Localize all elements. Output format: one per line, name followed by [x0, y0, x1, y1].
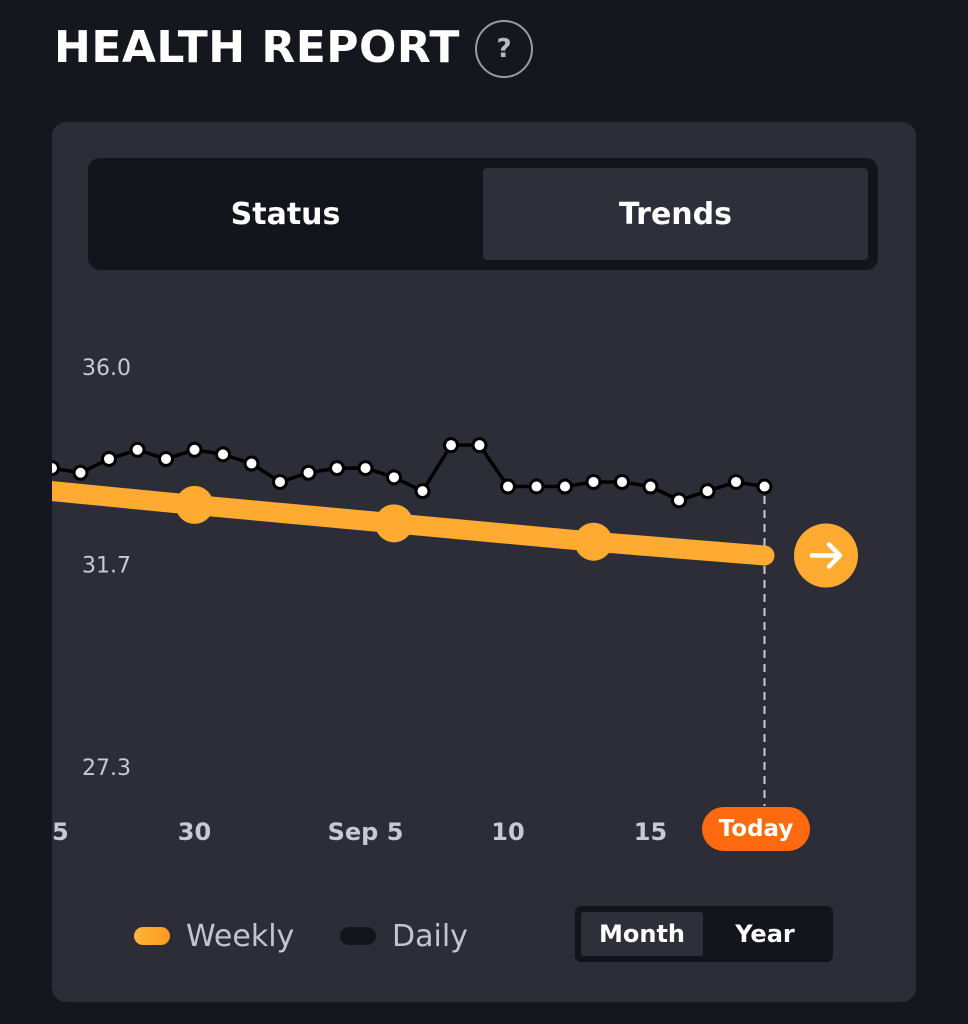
daily-point [500, 478, 516, 495]
range-month-button[interactable]: Month [581, 912, 703, 956]
daily-point [158, 450, 174, 467]
page-title: HEALTH REPORT [54, 22, 460, 73]
y-tick-label: 27.3 [82, 756, 131, 781]
health-report-card: Status Trends 36.0 31.7 27.3 25 30 Sep 5 10 15… [52, 122, 916, 1002]
forecast-arrow-button[interactable] [794, 523, 858, 588]
range-year-button[interactable]: Year [735, 920, 795, 948]
daily-point [272, 473, 288, 490]
daily-point [471, 437, 488, 454]
daily-point [414, 483, 431, 500]
x-tick-label: 30 [178, 818, 211, 846]
tab-trends[interactable]: Trends [483, 168, 868, 260]
legend-daily: Daily [340, 914, 468, 958]
daily-point [52, 460, 60, 477]
daily-point [215, 446, 231, 463]
x-tick-label: Sep 5 [328, 818, 404, 846]
daily-point [186, 441, 203, 458]
daily-point [642, 478, 659, 495]
daily-point [614, 473, 630, 490]
today-badge[interactable]: Today [702, 807, 810, 851]
legend-weekly: Weekly [134, 914, 294, 958]
daily-point [756, 478, 773, 495]
legend-weekly-label: Weekly [186, 918, 295, 954]
weekly-swatch [134, 927, 170, 945]
help-icon[interactable]: ? [475, 20, 533, 78]
daily-point [728, 473, 744, 490]
trend-chart: 36.0 31.7 27.3 25 30 Sep 5 10 15 [52, 356, 858, 846]
range-toggle: Month Year [575, 906, 833, 962]
y-tick-label: 31.7 [82, 554, 131, 579]
y-tick-label: 36.0 [82, 356, 131, 381]
daily-point [699, 483, 716, 500]
daily-point [557, 478, 573, 495]
daily-point [300, 464, 317, 481]
daily-point [101, 450, 117, 467]
daily-point [357, 460, 374, 477]
view-tabs: Status Trends [88, 158, 878, 270]
daily-point [386, 469, 402, 486]
x-tick-label: 25 [52, 818, 69, 846]
arrow-right-icon [809, 542, 843, 569]
daily-point [443, 437, 459, 454]
daily-point [329, 460, 345, 477]
daily-point [72, 464, 89, 481]
daily-point [528, 478, 545, 495]
x-tick-label: 15 [634, 818, 667, 846]
daily-point [129, 441, 146, 458]
daily-point [671, 492, 687, 509]
weekly-point [375, 504, 413, 543]
daily-swatch [340, 927, 376, 945]
tab-status[interactable]: Status [230, 196, 341, 232]
x-tick-label: 10 [491, 818, 524, 846]
weekly-point [175, 485, 214, 524]
weekly-point [574, 522, 613, 561]
legend-daily-label: Daily [392, 918, 468, 954]
daily-point [243, 455, 260, 472]
daily-point [585, 473, 602, 490]
